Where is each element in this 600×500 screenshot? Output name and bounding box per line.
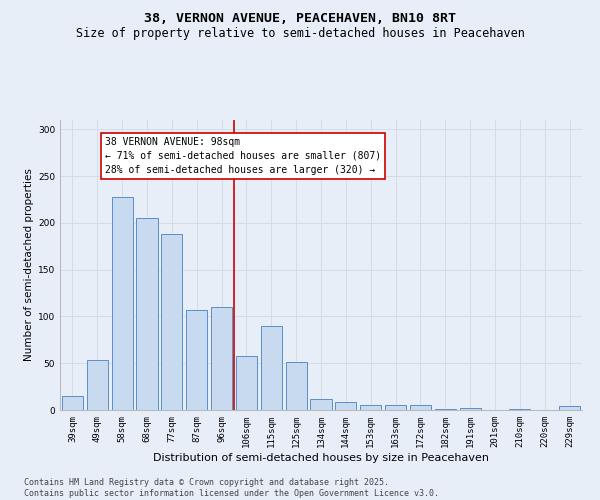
Text: Contains HM Land Registry data © Crown copyright and database right 2025.
Contai: Contains HM Land Registry data © Crown c…	[24, 478, 439, 498]
Bar	[385, 406, 406, 410]
Text: 38 VERNON AVENUE: 98sqm
← 71% of semi-detached houses are smaller (807)
28% of s: 38 VERNON AVENUE: 98sqm ← 71% of semi-de…	[105, 137, 381, 175]
Bar	[435, 409, 456, 410]
Bar	[559, 406, 580, 410]
Text: 38, VERNON AVENUE, PEACEHAVEN, BN10 8RT: 38, VERNON AVENUE, PEACEHAVEN, BN10 8RT	[144, 12, 456, 26]
X-axis label: Distribution of semi-detached houses by size in Peacehaven: Distribution of semi-detached houses by …	[153, 452, 489, 462]
Bar	[62, 396, 83, 410]
Bar	[286, 362, 307, 410]
Y-axis label: Number of semi-detached properties: Number of semi-detached properties	[24, 168, 34, 362]
Bar	[161, 234, 182, 410]
Bar	[87, 360, 108, 410]
Bar	[360, 406, 381, 410]
Bar	[335, 402, 356, 410]
Bar	[211, 307, 232, 410]
Bar	[136, 218, 158, 410]
Bar	[112, 196, 133, 410]
Bar	[236, 356, 257, 410]
Bar	[410, 406, 431, 410]
Bar	[460, 408, 481, 410]
Bar	[310, 399, 332, 410]
Bar	[509, 409, 530, 410]
Text: Size of property relative to semi-detached houses in Peacehaven: Size of property relative to semi-detach…	[76, 28, 524, 40]
Bar	[261, 326, 282, 410]
Bar	[186, 310, 207, 410]
